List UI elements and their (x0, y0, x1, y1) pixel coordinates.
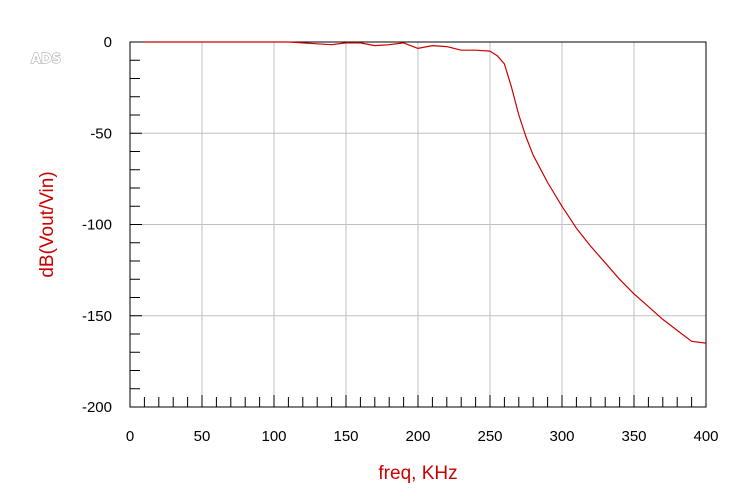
series-line (144, 41, 707, 344)
x-tick-label: 200 (405, 428, 430, 445)
x-tick-label: 100 (261, 428, 286, 445)
y-tick-label: -150 (82, 308, 112, 325)
y-axis-title: dB(Vout/Vin) (37, 171, 58, 277)
y-tick-label: -100 (82, 217, 112, 234)
x-tick-label: 400 (693, 428, 718, 445)
x-tick-label: 150 (333, 428, 358, 445)
x-axis-title: freq, KHz (378, 463, 457, 484)
grid (130, 42, 706, 407)
plot-frame (129, 41, 707, 408)
y-tick-label: -50 (90, 125, 112, 142)
ads-logo: ADS (31, 52, 61, 67)
x-tick-label: 0 (126, 428, 134, 445)
series-layer (144, 41, 707, 344)
x-tick-label: 350 (621, 428, 646, 445)
x-tick-label: 300 (549, 428, 574, 445)
x-tick-label: 250 (477, 428, 502, 445)
y-tick-label: 0 (104, 34, 112, 51)
y-tick-label: -200 (82, 399, 112, 416)
x-tick-label: 50 (194, 428, 211, 445)
tick-labels: 0 50 100 150 200 250 300 350 400 0 -50 -100 -150 -200 (82, 34, 719, 445)
